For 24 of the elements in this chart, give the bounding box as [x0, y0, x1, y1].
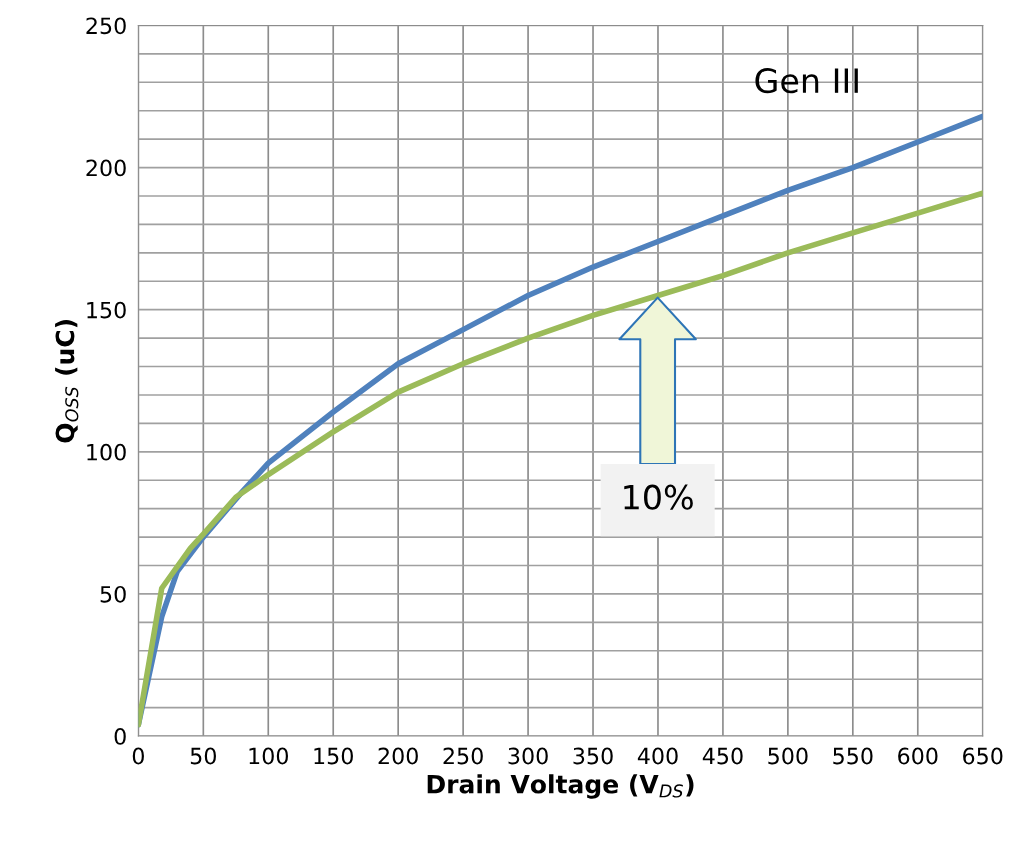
x-tick-label: 650 [963, 747, 1003, 765]
y-tick-label: 50 [100, 585, 126, 603]
x-tick-label: 300 [508, 747, 548, 765]
y-tick-label: 0 [114, 728, 126, 745]
text: Gen III [755, 68, 858, 94]
x-tick-label: 600 [898, 747, 938, 765]
x-tick-label: 500 [768, 747, 808, 765]
x-axis-title: Drain Voltage (V$_{DS}$) [427, 774, 694, 799]
y-tick-label: 100 [87, 443, 126, 461]
y-tick-label: 250 [86, 17, 126, 35]
x-tick-label: 100 [249, 747, 288, 765]
x-tick-label: 50 [190, 747, 216, 765]
x-tick-label: 550 [833, 747, 873, 765]
x-tick-label: 450 [702, 747, 743, 765]
y-axis-title: Q$_{OSS}$ (uC) [55, 320, 79, 443]
x-tick-label: 400 [637, 747, 678, 765]
annotation: 10% [624, 484, 693, 510]
x-tick-label: 200 [378, 747, 418, 765]
x-tick-label: 250 [443, 747, 483, 765]
x-tick-label: 0 [132, 747, 144, 765]
x-tick-label: 350 [573, 747, 613, 765]
y-tick-label: 200 [86, 159, 126, 177]
y-tick-label: 150 [87, 301, 126, 319]
x-tick-label: 150 [314, 747, 353, 765]
